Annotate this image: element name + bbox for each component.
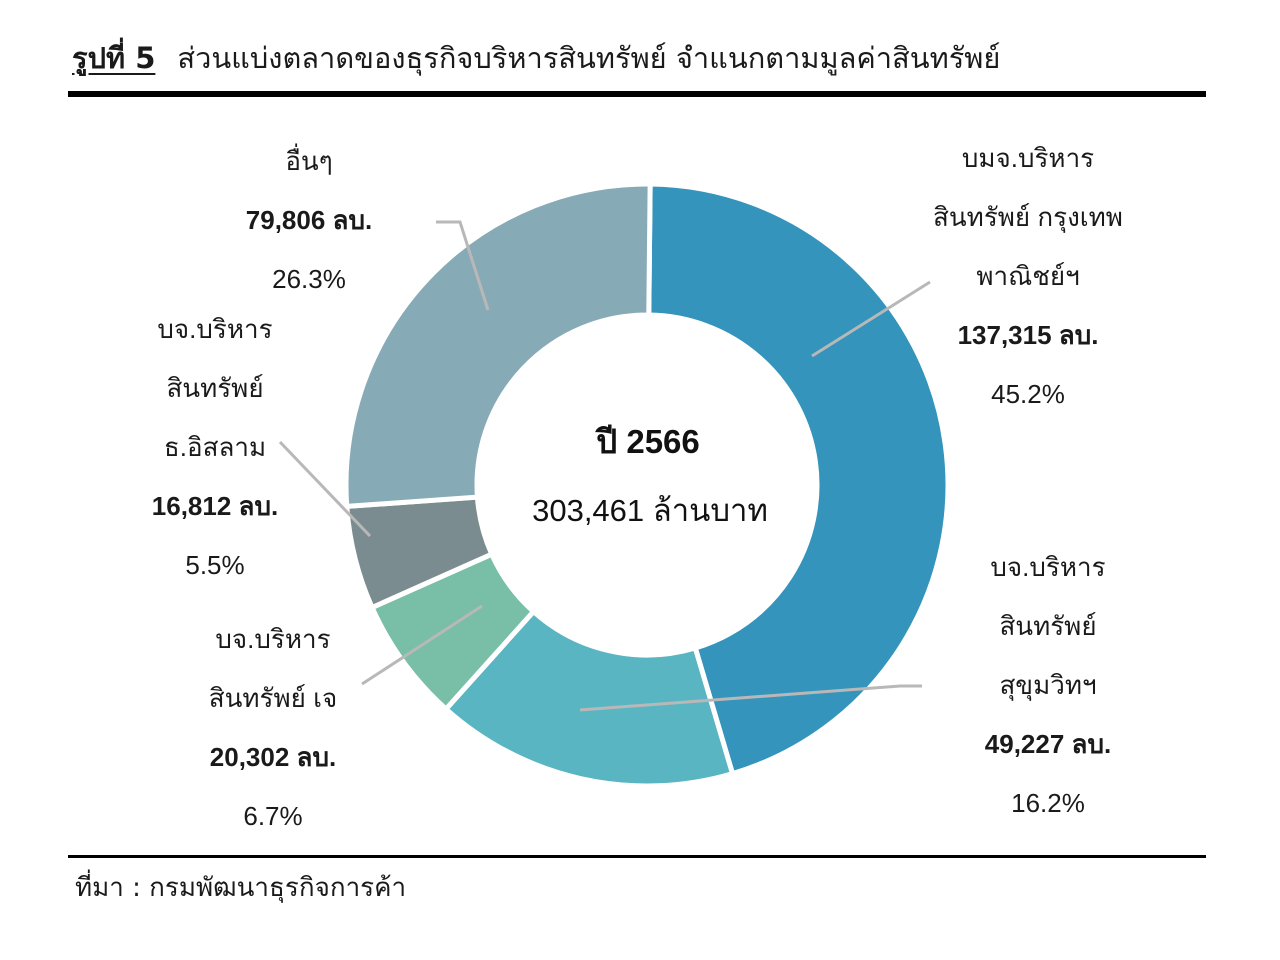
slice-5 xyxy=(343,181,653,510)
leader-line-3 xyxy=(361,604,483,686)
slice-label-5: อื่นๆ 79,806 ลบ. 26.3% xyxy=(246,143,372,294)
slice-name-line: สินทรัพย์ xyxy=(999,611,1096,641)
leader-line-1 xyxy=(811,280,931,358)
slice-name-line: บจ.บริหาร xyxy=(157,314,272,344)
slice-name-line: พาณิชย์ฯ xyxy=(976,261,1079,291)
slice-value-label: 137,315 ลบ. xyxy=(958,320,1099,350)
slice-name-line: บมจ.บริหาร xyxy=(962,143,1094,173)
slice-name-line: สินทรัพย์ xyxy=(166,373,263,403)
title-divider xyxy=(68,91,1206,97)
slice-value-label: 49,227 ลบ. xyxy=(985,729,1111,759)
source-note: ที่มา : กรมพัฒนาธุรกิจการค้า xyxy=(75,873,407,903)
figure-number: รูปที่ 5 xyxy=(72,41,156,75)
slice-percent-label: 45.2% xyxy=(991,379,1065,409)
slice-percent-label: 26.3% xyxy=(272,264,346,294)
slice-2 xyxy=(442,608,736,789)
leader-line-4 xyxy=(278,440,372,538)
slice-label-3: บจ.บริหารสินทรัพย์ เจ 20,302 ลบ. 6.7% xyxy=(209,624,337,831)
slice-name-line: อื่นๆ xyxy=(285,143,332,176)
slice-name-line: บจ.บริหาร xyxy=(990,552,1105,582)
slice-name-line: สินทรัพย์ กรุงเทพ xyxy=(933,202,1123,233)
chart-title: รูปที่ 5 ส่วนแบ่งตลาดของธุรกิจบริหารสินทร… xyxy=(72,30,1212,86)
leader-line-2 xyxy=(579,684,922,712)
slice-name-line: บจ.บริหาร xyxy=(215,624,330,654)
source-divider xyxy=(68,855,1206,858)
slice-percent-label: 6.7% xyxy=(243,801,302,831)
slice-1 xyxy=(646,181,951,777)
slice-value-label: 16,812 ลบ. xyxy=(152,491,278,521)
slice-name-line: สินทรัพย์ เจ xyxy=(209,683,337,713)
slices-layer xyxy=(343,181,951,789)
title-text: ส่วนแบ่งตลาดของธุรกิจบริหารสินทรัพย์ จำแ… xyxy=(177,41,1001,75)
center-total-label: 303,461 ล้านบาท xyxy=(532,493,768,528)
slice-label-4: บจ.บริหารสินทรัพย์ธ.อิสลาม 16,812 ลบ. 5.5% xyxy=(152,314,278,580)
slice-label-2: บจ.บริหารสินทรัพย์สุขุมวิทฯ 49,227 ลบ. 16.… xyxy=(985,552,1111,818)
slice-percent-label: 5.5% xyxy=(185,550,244,580)
leader-line-5 xyxy=(436,220,490,311)
leader-lines-layer xyxy=(278,220,931,712)
center-year-label: ปี 2566 xyxy=(595,423,700,460)
slice-percent-label: 16.2% xyxy=(1011,788,1085,818)
slice-name-line: สุขุมวิทฯ xyxy=(999,670,1096,701)
slice-value-label: 79,806 ลบ. xyxy=(246,205,372,235)
slice-name-line: ธ.อิสลาม xyxy=(164,432,266,462)
slice-value-label: 20,302 ลบ. xyxy=(210,742,336,772)
